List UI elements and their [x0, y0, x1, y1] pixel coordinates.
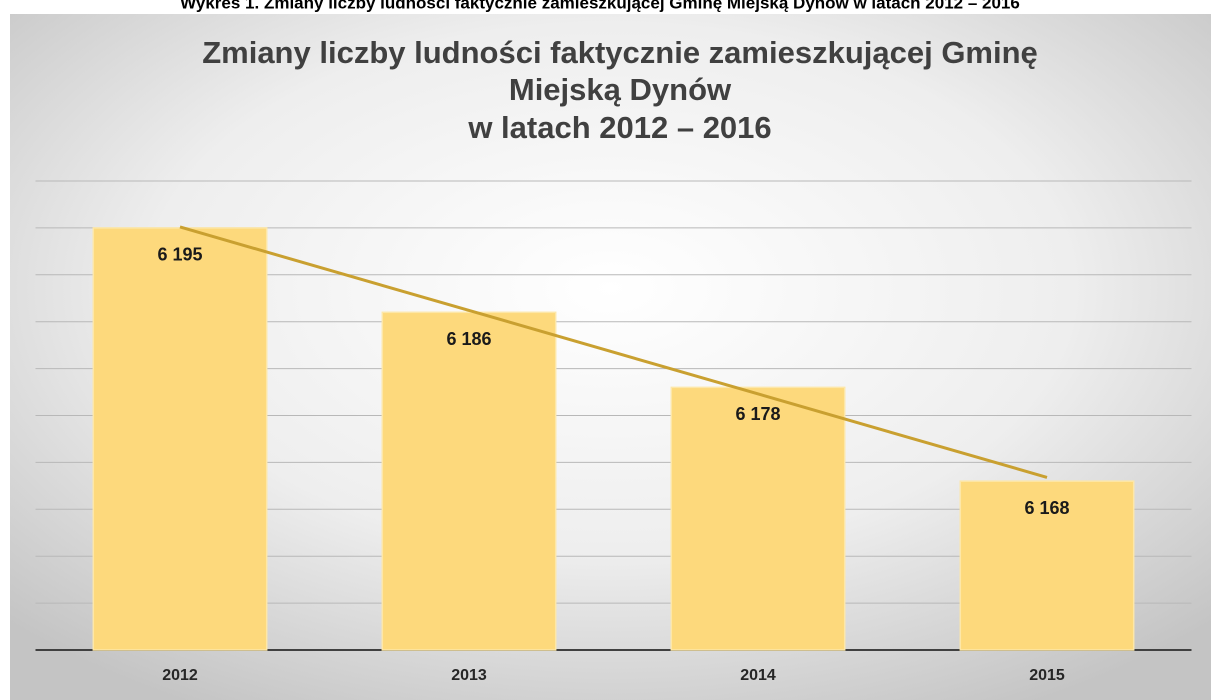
data-label: 6 186 [446, 329, 491, 349]
data-label: 6 195 [157, 245, 202, 265]
bar [381, 311, 557, 651]
chart-title: w latach 2012 – 2016 [467, 110, 771, 145]
caption: Wykres 1. Zmiany liczby ludności faktycz… [180, 0, 1020, 12]
chart-title: Miejską Dynów [509, 72, 732, 107]
bar [959, 480, 1135, 651]
x-tick-label: 2014 [740, 667, 776, 684]
chart-title: Zmiany liczby ludności faktycznie zamies… [202, 35, 1038, 70]
bar [92, 227, 268, 651]
x-tick-label: 2012 [162, 667, 198, 684]
bar [670, 386, 846, 651]
x-tick-label: 2015 [1029, 667, 1065, 684]
x-tick-label: 2013 [451, 667, 487, 684]
data-label: 6 178 [735, 404, 780, 424]
trendline [179, 225, 1048, 479]
data-label: 6 168 [1024, 498, 1069, 518]
